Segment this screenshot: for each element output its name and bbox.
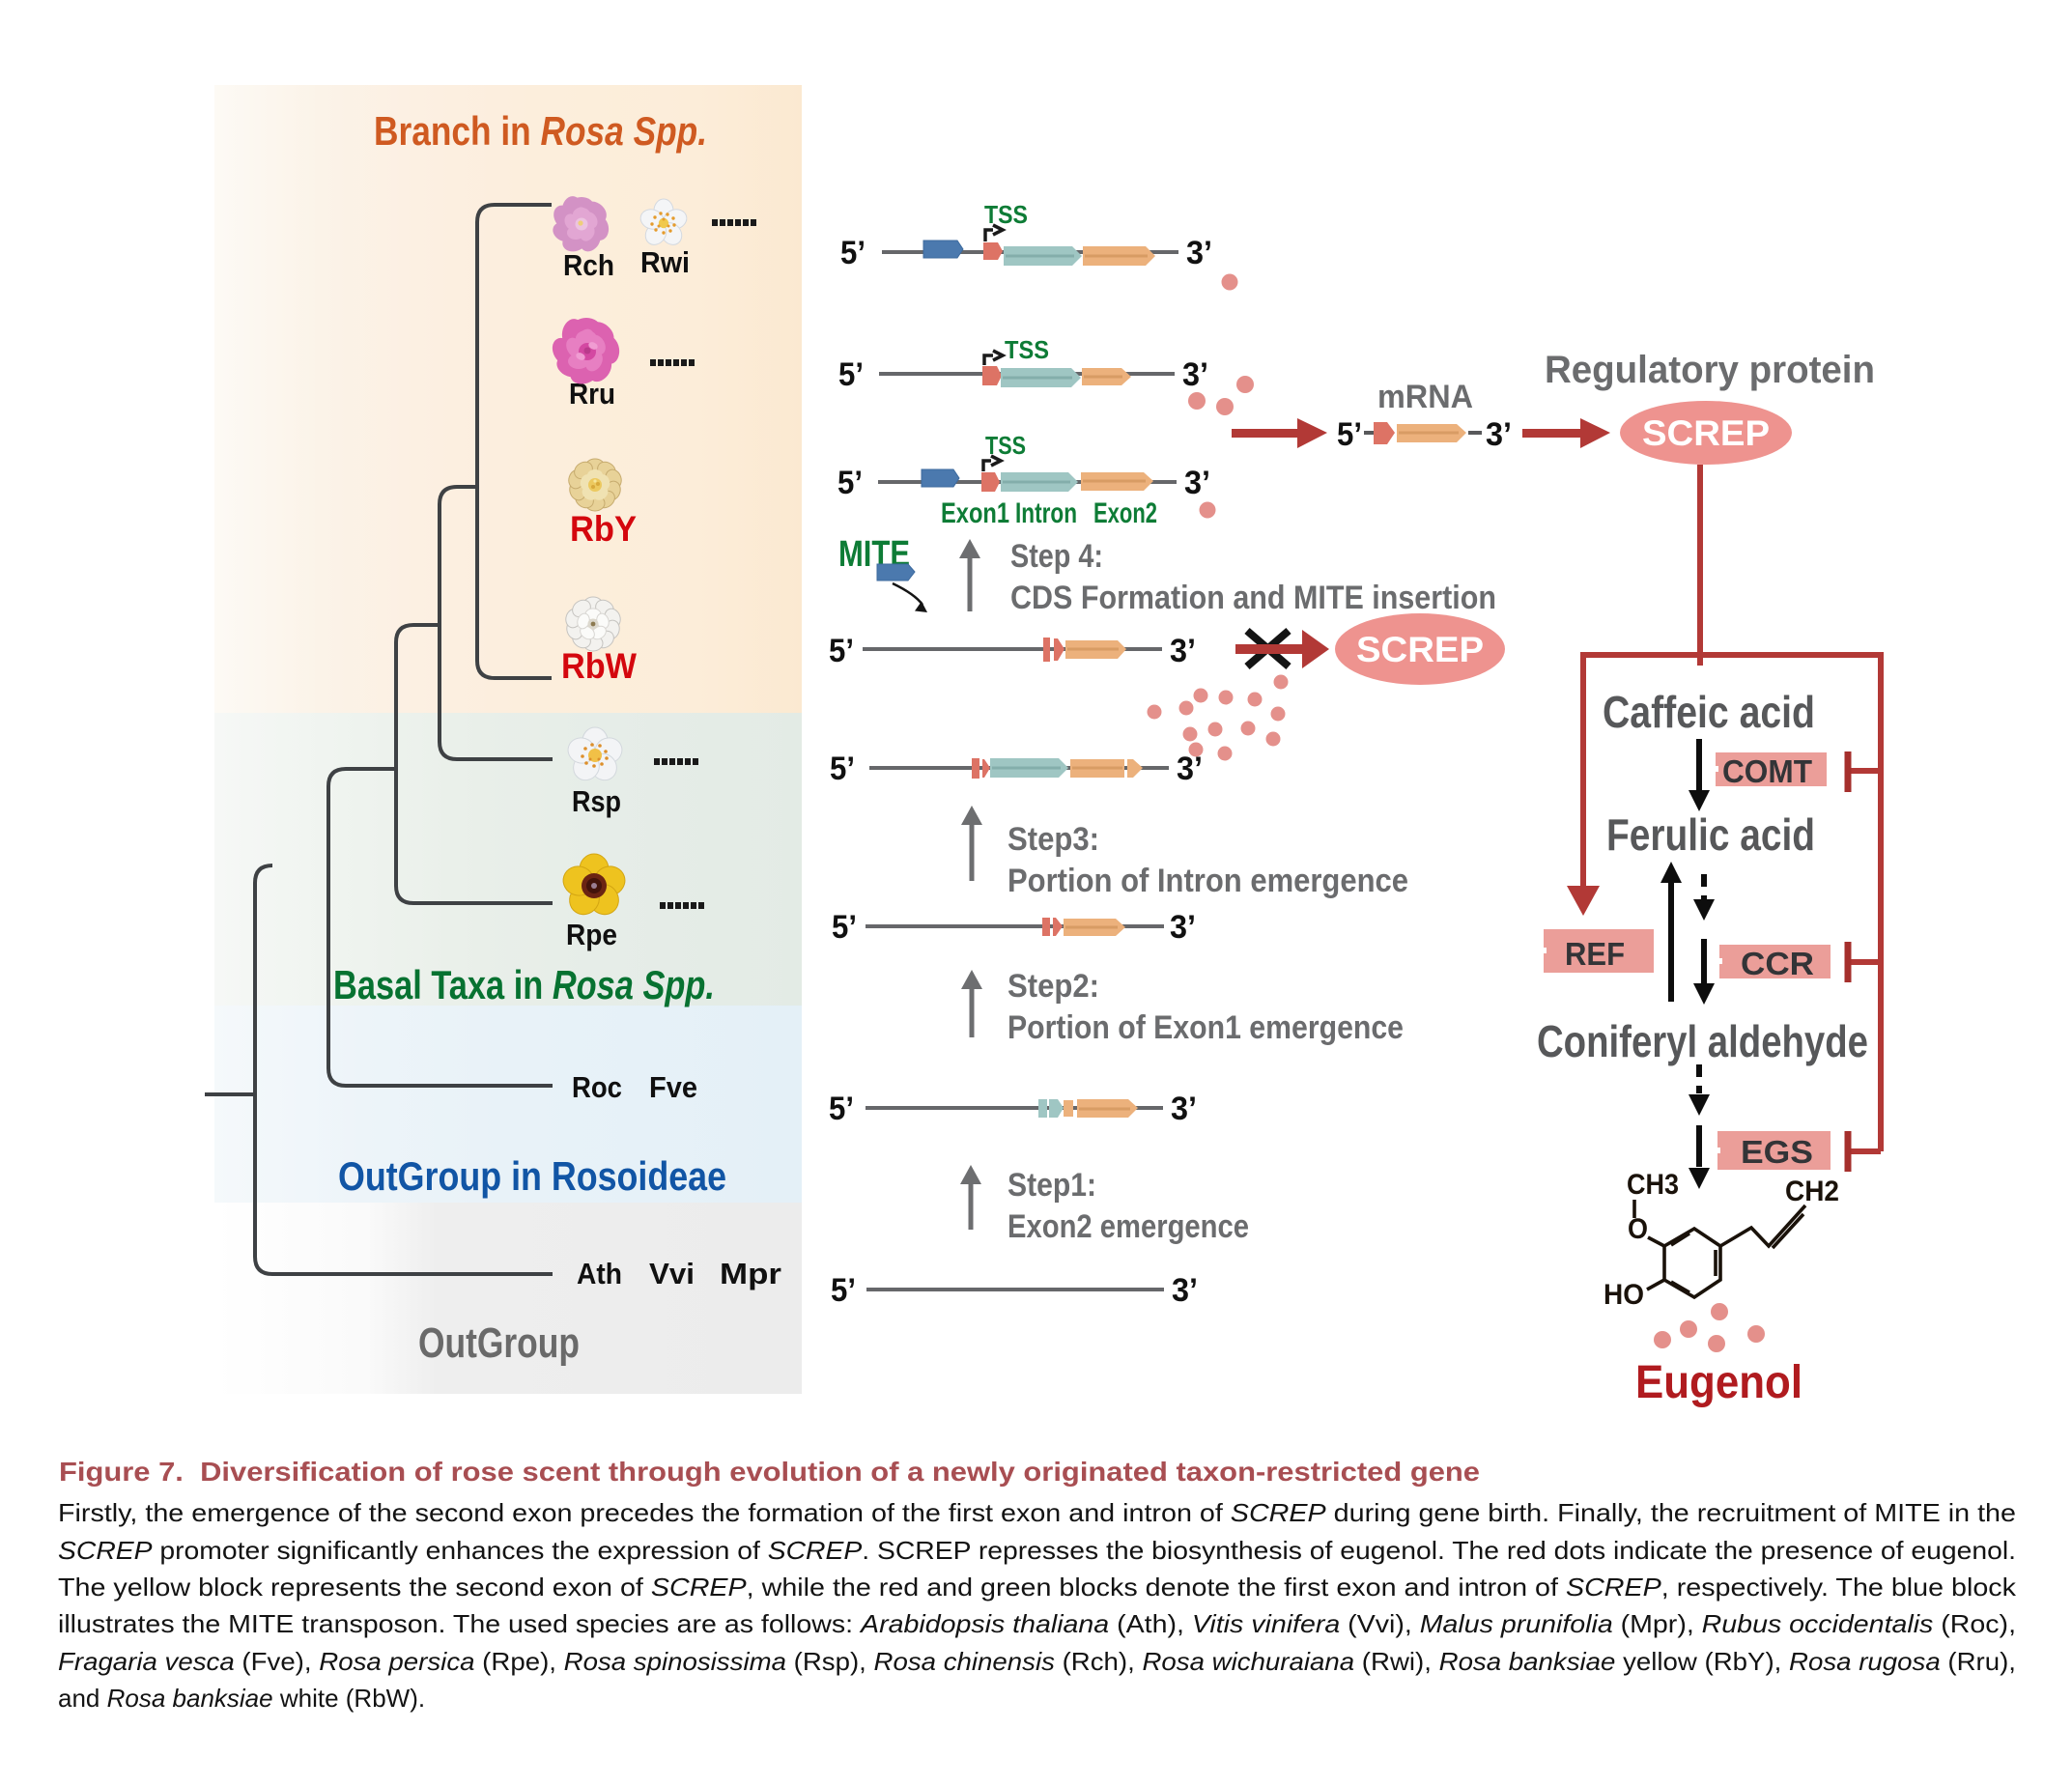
svg-text:5’: 5’ xyxy=(829,1091,854,1127)
svg-text:Intron: Intron xyxy=(1015,497,1077,529)
svg-text:Exon2 emergence: Exon2 emergence xyxy=(1008,1208,1249,1245)
svg-text:5’: 5’ xyxy=(837,465,863,501)
svg-text:RbY: RbY xyxy=(570,509,637,549)
svg-text:mRNA: mRNA xyxy=(1377,379,1473,415)
svg-text:OutGroup in Rosoideae: OutGroup in Rosoideae xyxy=(338,1153,726,1199)
svg-text:Step3:: Step3: xyxy=(1008,821,1099,858)
svg-text:Ferulic acid: Ferulic acid xyxy=(1606,809,1815,860)
svg-text:Portion of Exon1 emergence: Portion of Exon1 emergence xyxy=(1008,1009,1404,1046)
svg-text:Roc: Roc xyxy=(572,1070,622,1104)
svg-text:Rch: Rch xyxy=(563,248,614,282)
svg-text:Branch in Rosa Spp.: Branch in Rosa Spp. xyxy=(374,108,707,154)
svg-text:3’: 3’ xyxy=(1177,751,1203,787)
svg-text:Exon2: Exon2 xyxy=(1093,497,1157,529)
svg-text:5’: 5’ xyxy=(1337,416,1362,453)
svg-text:Rwi: Rwi xyxy=(640,245,690,279)
svg-text:3’: 3’ xyxy=(1170,633,1196,669)
svg-text:Step1:: Step1: xyxy=(1008,1167,1096,1204)
svg-text:illustrates the MITE transposo: illustrates the MITE transposon. The use… xyxy=(58,1609,2016,1638)
svg-text:Fragaria vesca (Fve), Rosa per: Fragaria vesca (Fve), Rosa persica (Rpe)… xyxy=(58,1647,2016,1676)
svg-text:and Rosa banksiae white (RbW).: and Rosa banksiae white (RbW). xyxy=(58,1684,425,1713)
svg-text:5’: 5’ xyxy=(838,356,864,393)
svg-text:TSS: TSS xyxy=(1005,335,1049,364)
svg-text:Portion of Intron emergence: Portion of Intron emergence xyxy=(1008,863,1408,899)
svg-text:Firstly, the emergence of the: Firstly, the emergence of the second exo… xyxy=(58,1498,2016,1527)
svg-text:Basal Taxa in Rosa Spp.: Basal Taxa in Rosa Spp. xyxy=(333,962,715,1007)
svg-text:CH2: CH2 xyxy=(1785,1176,1839,1207)
svg-text:The yellow block represents th: The yellow block represents the second e… xyxy=(58,1573,2017,1602)
svg-text:CCR: CCR xyxy=(1741,946,1814,981)
svg-text:Figure 7. Diversification of: Figure 7. Diversification of rose scent … xyxy=(59,1457,1480,1487)
svg-text:Caffeic acid: Caffeic acid xyxy=(1603,687,1815,737)
svg-text:Exon1: Exon1 xyxy=(941,497,1009,529)
svg-text:5’: 5’ xyxy=(829,633,854,669)
svg-text:3’: 3’ xyxy=(1186,235,1212,271)
svg-text:3’: 3’ xyxy=(1184,465,1210,501)
svg-text:Regulatory protein: Regulatory protein xyxy=(1545,349,1875,391)
svg-text:3’: 3’ xyxy=(1170,909,1196,946)
svg-text:SCREP: SCREP xyxy=(1642,413,1770,453)
svg-text:Rsp: Rsp xyxy=(572,784,621,818)
svg-text:SCREP: SCREP xyxy=(1356,630,1484,669)
svg-text:RbW: RbW xyxy=(561,646,637,686)
svg-text:5’: 5’ xyxy=(830,751,855,787)
svg-text:O: O xyxy=(1628,1213,1648,1245)
svg-text:TSS: TSS xyxy=(985,431,1026,460)
svg-text:5’: 5’ xyxy=(831,1272,856,1309)
svg-text:CH3: CH3 xyxy=(1627,1169,1679,1201)
svg-text:TSS: TSS xyxy=(984,200,1028,229)
svg-text:Step2:: Step2: xyxy=(1008,968,1099,1005)
svg-text:Step 4:: Step 4: xyxy=(1010,538,1103,575)
svg-text:5’: 5’ xyxy=(840,235,866,271)
svg-text:Vvi: Vvi xyxy=(649,1257,695,1290)
svg-text:CDS Formation and MITE inserti: CDS Formation and MITE insertion xyxy=(1010,580,1496,616)
svg-text:COMT: COMT xyxy=(1722,753,1812,789)
svg-text:Mpr: Mpr xyxy=(720,1257,781,1290)
svg-text:Ath: Ath xyxy=(577,1257,622,1290)
svg-text:3’: 3’ xyxy=(1182,356,1208,393)
svg-text:3’: 3’ xyxy=(1486,416,1512,453)
svg-text:3’: 3’ xyxy=(1171,1091,1197,1127)
svg-text:Rpe: Rpe xyxy=(566,918,617,951)
svg-text:3’: 3’ xyxy=(1172,1272,1198,1309)
svg-text:SCREP promoter significantly e: SCREP promoter significantly enhances th… xyxy=(58,1536,2016,1565)
svg-text:OutGroup: OutGroup xyxy=(418,1319,580,1367)
svg-text:EGS: EGS xyxy=(1741,1134,1813,1170)
svg-text:REF: REF xyxy=(1565,936,1625,972)
svg-text:Fve: Fve xyxy=(649,1070,697,1104)
svg-text:Eugenol: Eugenol xyxy=(1635,1357,1802,1408)
svg-text:Coniferyl aldehyde: Coniferyl aldehyde xyxy=(1537,1016,1868,1066)
svg-text:HO: HO xyxy=(1604,1279,1644,1311)
svg-text:5’: 5’ xyxy=(832,909,857,946)
